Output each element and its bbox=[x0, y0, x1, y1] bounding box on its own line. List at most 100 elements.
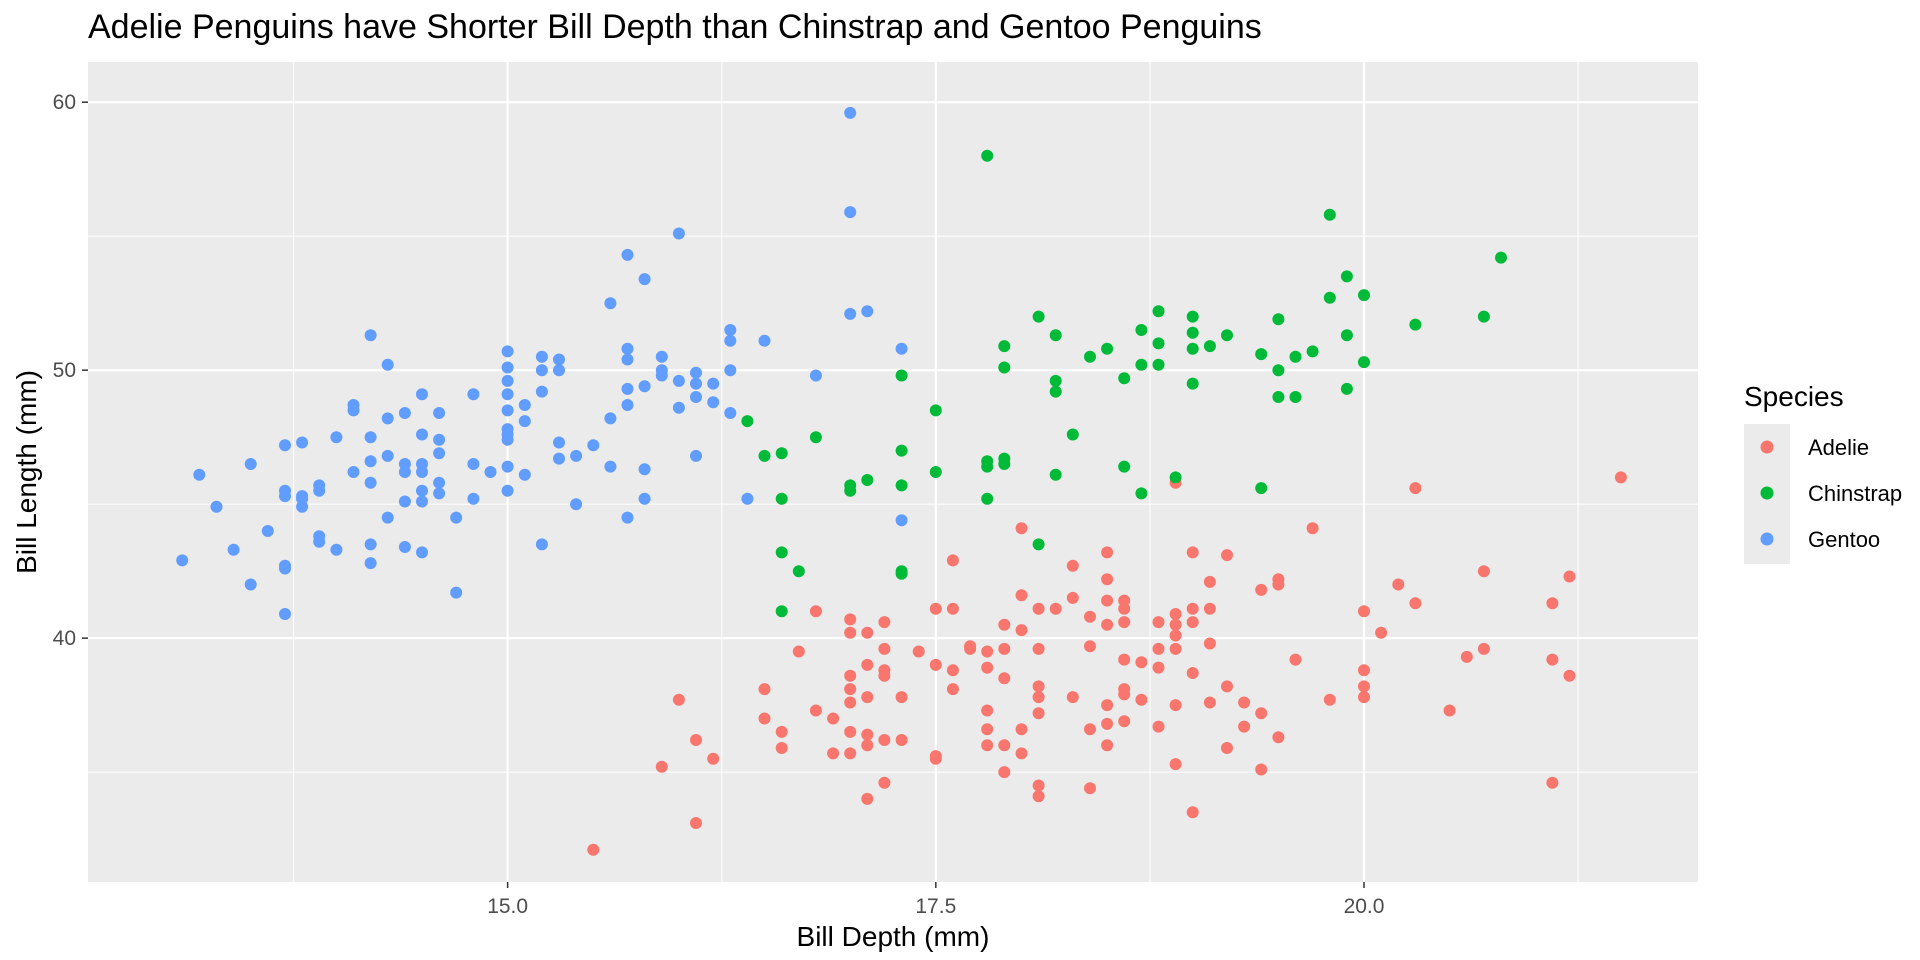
point-chinstrap bbox=[1152, 358, 1165, 371]
point-adelie bbox=[1118, 653, 1131, 666]
point-gentoo bbox=[758, 334, 771, 347]
point-chinstrap bbox=[1495, 251, 1507, 264]
point-gentoo bbox=[621, 353, 634, 366]
point-adelie bbox=[1066, 691, 1079, 704]
point-adelie bbox=[946, 664, 959, 677]
point-adelie bbox=[1015, 723, 1028, 736]
point-gentoo bbox=[416, 428, 428, 441]
point-chinstrap bbox=[998, 458, 1011, 470]
point-adelie bbox=[707, 752, 720, 765]
point-adelie bbox=[1032, 680, 1045, 693]
legend-label-chinstrap: Chinstrap bbox=[1808, 481, 1902, 506]
point-adelie bbox=[1032, 642, 1045, 655]
point-chinstrap bbox=[981, 149, 994, 162]
y-axis-title: Bill Length (mm) bbox=[11, 370, 42, 574]
point-adelie bbox=[1203, 696, 1216, 709]
point-chinstrap bbox=[741, 415, 754, 428]
point-adelie bbox=[1084, 610, 1096, 623]
point-adelie bbox=[1443, 704, 1456, 717]
point-adelie bbox=[946, 554, 959, 567]
point-gentoo bbox=[535, 364, 548, 377]
point-adelie bbox=[861, 792, 874, 805]
point-chinstrap bbox=[775, 605, 788, 618]
point-gentoo bbox=[535, 538, 548, 551]
y-tick-label: 60 bbox=[53, 91, 76, 114]
point-adelie bbox=[1152, 661, 1165, 674]
point-adelie bbox=[1409, 597, 1422, 610]
point-chinstrap bbox=[1323, 291, 1336, 304]
point-gentoo bbox=[330, 431, 343, 444]
point-chinstrap bbox=[792, 565, 805, 578]
point-chinstrap bbox=[861, 474, 874, 486]
point-adelie bbox=[1032, 779, 1045, 792]
point-gentoo bbox=[244, 458, 257, 470]
point-adelie bbox=[1306, 522, 1319, 535]
point-adelie bbox=[1135, 656, 1148, 669]
point-gentoo bbox=[621, 248, 634, 261]
point-adelie bbox=[1477, 565, 1490, 578]
point-adelie bbox=[1255, 583, 1268, 596]
point-gentoo bbox=[416, 495, 428, 508]
point-adelie bbox=[1015, 624, 1028, 637]
plot-panel bbox=[88, 62, 1698, 882]
point-adelie bbox=[1101, 717, 1114, 730]
point-gentoo bbox=[518, 468, 531, 481]
point-chinstrap bbox=[1135, 358, 1148, 371]
point-gentoo bbox=[193, 468, 206, 481]
point-adelie bbox=[1546, 597, 1559, 610]
point-chinstrap bbox=[1152, 305, 1165, 318]
point-gentoo bbox=[467, 458, 480, 470]
point-gentoo bbox=[809, 369, 822, 382]
point-chinstrap bbox=[1152, 337, 1165, 350]
point-adelie bbox=[1186, 546, 1199, 559]
point-chinstrap bbox=[775, 546, 788, 559]
point-adelie bbox=[998, 766, 1011, 779]
point-adelie bbox=[981, 661, 994, 674]
legend: Species Adelie Chinstrap Gentoo bbox=[1744, 381, 1902, 564]
point-gentoo bbox=[433, 447, 446, 460]
point-gentoo bbox=[467, 388, 480, 401]
point-adelie bbox=[844, 747, 857, 760]
point-adelie bbox=[929, 658, 942, 671]
minor-gridlines bbox=[88, 62, 1698, 882]
point-chinstrap bbox=[895, 567, 908, 580]
point-adelie bbox=[1084, 723, 1096, 736]
point-gentoo bbox=[433, 476, 446, 489]
point-adelie bbox=[1101, 546, 1114, 559]
point-gentoo bbox=[330, 543, 343, 556]
point-adelie bbox=[792, 645, 805, 658]
point-chinstrap bbox=[1135, 324, 1148, 336]
point-adelie bbox=[878, 642, 891, 655]
point-adelie bbox=[655, 760, 668, 773]
point-adelie bbox=[1135, 693, 1148, 706]
point-chinstrap bbox=[1289, 391, 1302, 403]
point-adelie bbox=[912, 645, 925, 658]
point-gentoo bbox=[570, 449, 583, 462]
point-chinstrap bbox=[809, 431, 822, 444]
point-gentoo bbox=[553, 364, 565, 377]
point-chinstrap bbox=[1340, 270, 1353, 283]
point-adelie bbox=[690, 734, 702, 746]
point-chinstrap bbox=[929, 404, 942, 417]
point-chinstrap bbox=[1101, 342, 1114, 355]
point-gentoo bbox=[450, 511, 463, 524]
point-gentoo bbox=[381, 511, 394, 524]
point-gentoo bbox=[501, 388, 514, 401]
point-adelie bbox=[998, 739, 1011, 752]
point-adelie bbox=[1084, 640, 1096, 653]
point-chinstrap bbox=[1186, 342, 1199, 355]
y-tick-label: 50 bbox=[53, 359, 76, 382]
point-adelie bbox=[1032, 790, 1045, 803]
point-adelie bbox=[809, 704, 822, 717]
point-gentoo bbox=[279, 608, 291, 620]
point-chinstrap bbox=[981, 460, 994, 473]
point-gentoo bbox=[501, 374, 514, 387]
point-gentoo bbox=[895, 514, 908, 527]
point-gentoo bbox=[690, 391, 702, 403]
point-adelie bbox=[758, 712, 771, 725]
point-gentoo bbox=[707, 396, 720, 409]
point-chinstrap bbox=[1066, 428, 1079, 441]
point-gentoo bbox=[655, 369, 668, 382]
point-adelie bbox=[1032, 602, 1045, 615]
point-chinstrap bbox=[1049, 385, 1062, 398]
